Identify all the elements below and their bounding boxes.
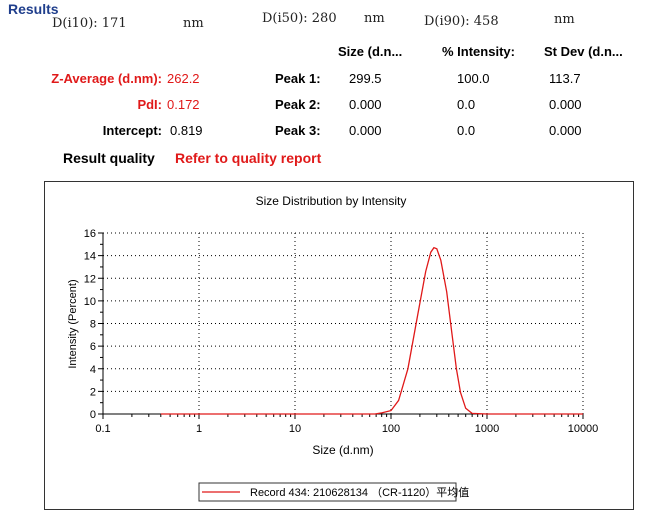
x-tick-label: 1000	[475, 423, 499, 435]
d90-value: D(i90): 458	[424, 14, 499, 29]
y-tick-label: 10	[84, 296, 96, 308]
result-quality-value: Refer to quality report	[175, 150, 322, 166]
peak1-label: Peak 1:	[275, 71, 321, 86]
y-tick-label: 4	[90, 364, 96, 376]
d50-unit: nm	[364, 11, 385, 26]
peak2-intensity: 0.0	[457, 97, 476, 112]
intercept-value: 0.819	[170, 123, 203, 138]
y-tick-label: 12	[84, 273, 96, 285]
x-tick-label: 0.1	[95, 423, 110, 435]
zaverage-value: 262.2	[167, 71, 200, 86]
pdi-label: PdI:	[137, 97, 162, 112]
x-tick-label: 100	[382, 423, 400, 435]
legend-box	[198, 482, 457, 502]
x-tick-label: 1	[196, 423, 202, 435]
peak3-intensity: 0.0	[457, 123, 476, 138]
y-tick-label: 0	[90, 409, 96, 421]
tick-labels: 0 2 4 6 8 10 12 14 16 0.1 1 10 100 1000 10000	[84, 228, 599, 435]
peak1-intensity: 100.0	[457, 71, 490, 86]
d90-unit: nm	[554, 12, 575, 27]
chart-title: Size Distribution by Intensity	[256, 194, 407, 208]
grid-lines	[103, 232, 584, 414]
legend-entry: Record 434: 210628134 （CR-1120）平均值	[250, 486, 469, 499]
peak3-size: 0.000	[349, 123, 382, 138]
zaverage-label: Z-Average (d.nm):	[51, 71, 162, 86]
pdi-value: 0.172	[167, 97, 200, 112]
x-tick-label: 10	[289, 423, 301, 435]
y-tick-label: 16	[84, 228, 96, 240]
chart-frame: Size Distribution by Intensity Size (d.n…	[44, 181, 634, 510]
y-tick-label: 2	[90, 386, 96, 398]
d10-value: D(i10): 171	[52, 16, 127, 31]
x-axis-label: Size (d.nm)	[312, 443, 373, 457]
d50-value: D(i50): 280	[262, 11, 337, 26]
series-lines	[160, 246, 583, 415]
results-heading: Results	[8, 1, 59, 17]
result-quality-label: Result quality	[63, 150, 155, 166]
peak1-stdev: 113.7	[549, 71, 581, 86]
peak2-size: 0.000	[349, 97, 382, 112]
peak3-label: Peak 3:	[275, 123, 321, 138]
intercept-label: Intercept:	[102, 123, 162, 138]
size-distribution-chart: Size Distribution by Intensity Size (d.n…	[67, 194, 599, 502]
d10-unit: nm	[183, 16, 204, 31]
col-header-stdev: St Dev (d.n...	[544, 44, 623, 59]
series-line	[160, 246, 583, 415]
peak1-size: 299.5	[349, 71, 382, 86]
col-header-size: Size (d.n...	[338, 44, 403, 59]
axes	[98, 232, 584, 419]
col-header-intensity: % Intensity:	[442, 44, 515, 59]
x-tick-label: 10000	[568, 423, 599, 435]
peak2-stdev: 0.000	[549, 97, 582, 112]
y-tick-label: 6	[90, 341, 96, 353]
legend: Record 434: 210628134 （CR-1120）平均值	[198, 482, 469, 502]
y-tick-label: 14	[84, 251, 96, 263]
y-tick-label: 8	[90, 319, 96, 331]
y-axis-label: Intensity (Percent)	[67, 279, 79, 368]
peak2-label: Peak 2:	[275, 97, 321, 112]
peak3-stdev: 0.000	[549, 123, 582, 138]
